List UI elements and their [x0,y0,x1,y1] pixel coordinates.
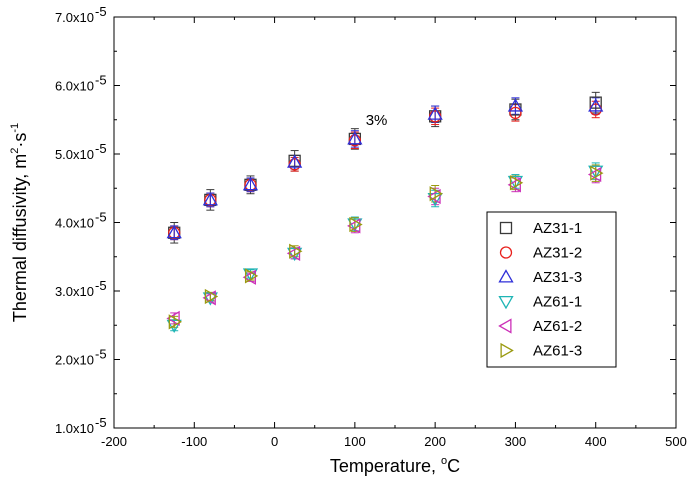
legend-label: AZ61-3 [533,343,582,360]
data-point-az61-1 [166,319,182,334]
annotation-label: 3% [366,112,388,129]
y-axis-label-sup2: -1 [9,123,21,133]
x-tick-label: 500 [665,434,687,449]
data-point-az61-3 [590,165,604,181]
y-tick-exponent: -5 [95,141,107,156]
x-axis-label-degree: o [441,455,447,467]
data-point-az61-3 [349,216,363,233]
data-point-az31-3 [202,192,218,206]
legend-marker-az61-3 [500,342,514,359]
legend-marker-az31-1 [499,221,513,235]
data-point-az61-3 [244,268,259,284]
data-point-az61-2 [507,177,521,193]
y-tick-label: 3.0x10 [55,284,94,299]
y-tick-exponent: -5 [95,73,107,88]
x-tick-label: -200 [101,434,127,449]
legend-marker-az61-1 [498,295,514,310]
data-point-az61-2 [286,245,301,261]
y-tick-label: 1.0x10 [55,421,94,436]
y-axis-label-main: Thermal diffusivity, m [10,154,30,322]
x-tick-label: -100 [181,434,207,449]
y-tick-exponent: -5 [95,4,107,19]
legend-marker-az31-2 [499,246,513,259]
data-point-az61-3 [204,288,219,305]
y-axis-label-mid: ·s [10,133,30,148]
legend-label: AZ61-2 [533,318,582,335]
y-tick-label: 2.0x10 [55,353,94,368]
y-tick-exponent: -5 [95,415,107,430]
y-axis-label-sup: 2 [9,148,21,154]
data-point-az61-3 [429,186,443,202]
data-point-az31-3 [242,177,259,191]
legend-marker-az61-2 [498,318,512,334]
data-point-az61-3 [509,175,524,191]
legend-marker-az31-3 [498,269,514,283]
data-markers [166,96,604,334]
y-tick-label: 4.0x10 [55,216,94,231]
x-tick-label: 400 [585,434,607,449]
legend-label: AZ31-1 [533,220,582,237]
y-tick-label: 5.0x10 [55,147,94,162]
x-tick-label: 300 [505,434,527,449]
data-point-az31-2 [348,134,362,147]
legend: AZ31-1 AZ31-2 AZ31-3 AZ61-1 AZ61-2 AZ61-3 [486,211,617,368]
data-point-az61-2 [427,188,441,205]
data-point-az31-2 [509,106,522,120]
data-point-az31-3 [287,154,303,168]
x-tick-label: 100 [344,434,366,449]
y-tick-exponent: -5 [95,347,107,362]
data-point-az61-3 [168,314,183,330]
legend-label: AZ31-2 [533,245,582,262]
data-point-az31-3 [507,98,524,112]
data-point-az61-1 [287,247,303,262]
data-point-az31-3 [427,106,443,120]
data-point-az61-2 [166,310,180,327]
y-axis-label: Thermal diffusivity, m2·s-1 [9,123,30,322]
x-tick-label: 200 [424,434,446,449]
x-axis-label-main: Temperature, [330,456,441,476]
data-point-az61-1 [507,175,524,190]
y-tick-label: 7.0x10 [55,10,94,25]
y-tick-exponent: -5 [95,210,107,225]
data-point-az61-3 [289,243,303,259]
x-axis-label-unit: C [447,456,460,476]
legend-label: AZ61-1 [533,294,582,311]
legend-label: AZ31-3 [533,269,582,286]
legend-box [486,211,617,368]
y-tick-exponent: -5 [95,278,107,293]
x-tick-label: 0 [271,434,278,449]
y-tick-label: 6.0x10 [55,79,94,94]
data-point-az31-3 [347,131,363,145]
x-axis-label: Temperature, oC [330,455,460,476]
data-point-az31-3 [588,98,604,112]
data-point-az31-3 [166,224,182,239]
data-point-az31-1 [589,96,602,109]
